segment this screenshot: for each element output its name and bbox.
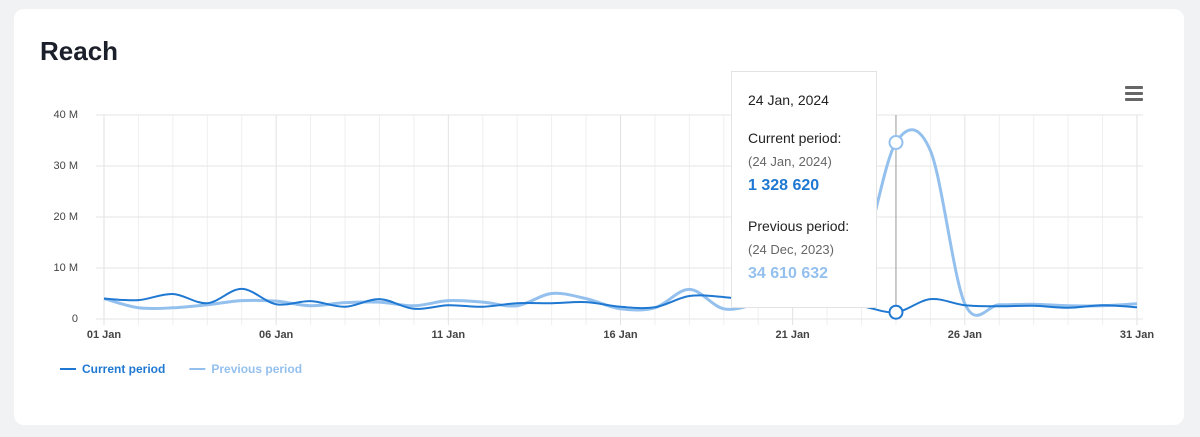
y-tick-label: 20 M xyxy=(54,211,78,223)
y-tick-label: 40 M xyxy=(54,109,78,121)
tooltip-value: 1 328 620 xyxy=(748,177,820,194)
y-tick-label: 0 xyxy=(72,313,78,325)
tooltip-date: (24 Dec, 2023) xyxy=(748,242,834,257)
y-tick-label: 10 M xyxy=(54,262,78,274)
x-tick-label: 01 Jan xyxy=(87,329,122,341)
tooltip-date: (24 Jan, 2024) xyxy=(748,154,832,169)
series-line xyxy=(103,287,1138,314)
tooltip: 24 Jan, 2024 Current period: (24 Jan, 20… xyxy=(731,71,877,308)
y-tick-label: 30 M xyxy=(54,160,78,172)
tooltip-title: 24 Jan, 2024 xyxy=(748,92,829,108)
hover-point xyxy=(888,304,904,320)
series-line xyxy=(103,128,1138,317)
tooltip-value: 34 610 632 xyxy=(748,265,829,282)
tooltip-label: Current period: xyxy=(748,130,842,146)
menu-button[interactable] xyxy=(1125,86,1143,102)
hover-point xyxy=(888,134,904,150)
x-tick-label: 21 Jan xyxy=(776,329,811,341)
chart-title: Reach xyxy=(40,36,119,66)
x-tick-label: 16 Jan xyxy=(603,329,638,341)
x-tick-label: 26 Jan xyxy=(948,329,983,341)
legend-label: Current period xyxy=(82,362,165,376)
legend-label: Previous period xyxy=(211,362,302,376)
x-tick-label: 06 Jan xyxy=(259,329,294,341)
x-tick-label: 11 Jan xyxy=(432,329,466,341)
x-tick-label: 31 Jan xyxy=(1120,329,1155,341)
tooltip-label: Previous period: xyxy=(748,218,850,234)
